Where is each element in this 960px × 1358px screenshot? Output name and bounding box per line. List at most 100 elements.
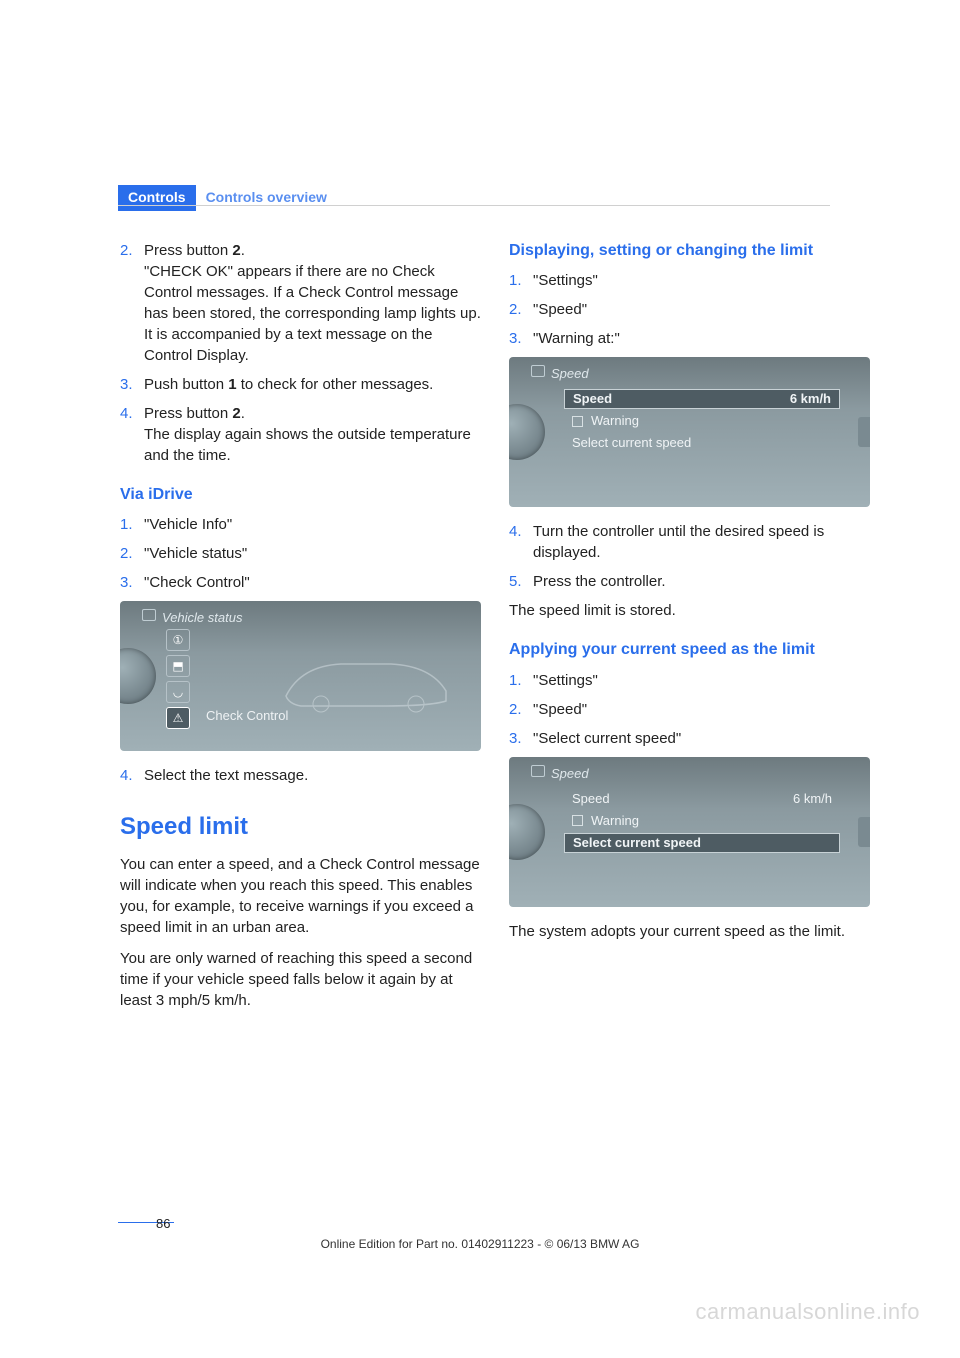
screenshot-speed-2: Speed Speed 6 km/h Warning Select curren… — [509, 757, 870, 907]
list-item: 4.Select the text message. — [120, 765, 481, 786]
step-number: 3. — [120, 572, 144, 593]
subheading-via-idrive: Via iDrive — [120, 484, 481, 506]
screenshot-speed-1: Speed Speed 6 km/h Warning Select curren… — [509, 357, 870, 507]
left-column: 2.Press button 2."CHECK OK" appears if t… — [120, 240, 481, 1021]
check-control-label: Check Control — [206, 707, 288, 725]
row-label: Select current speed — [573, 834, 701, 852]
menu-row-select-current: Select current speed — [564, 833, 840, 853]
menu-row-select-current: Select current speed — [564, 433, 840, 453]
row-value: 6 km/h — [793, 790, 832, 808]
step-text: "Speed" — [533, 699, 870, 720]
step-number: 1. — [509, 270, 533, 291]
list-rc: 1."Settings" 2."Speed" 3."Select current… — [509, 670, 870, 749]
screen-title: Speed — [551, 765, 589, 783]
screen-icon — [531, 765, 545, 777]
watermark: carmanualsonline.info — [695, 1297, 920, 1328]
idrive-knob-icon — [509, 404, 545, 460]
row-label: Warning — [591, 812, 639, 830]
body-text: You are only warned of reaching this spe… — [120, 948, 481, 1011]
step-number: 2. — [509, 299, 533, 320]
right-column: Displaying, setting or changing the limi… — [509, 240, 870, 1021]
screen-title: Vehicle status — [162, 609, 242, 627]
step-text: Push button 1 to check for other message… — [144, 374, 481, 395]
list-item: 1."Vehicle Info" — [120, 514, 481, 535]
checkbox-icon — [572, 815, 583, 826]
step-text: Select the text message. — [144, 765, 481, 786]
step-text: "Vehicle status" — [144, 543, 481, 564]
step-text: Turn the controller until the desired sp… — [533, 521, 870, 563]
step-text: Press button 2."CHECK OK" appears if the… — [144, 240, 481, 366]
page-number: 86 — [156, 1215, 170, 1233]
step-number: 3. — [120, 374, 144, 395]
list-item: 3."Warning at:" — [509, 328, 870, 349]
list-b: 1."Vehicle Info" 2."Vehicle status" 3."C… — [120, 514, 481, 593]
menu-row-warning: Warning — [564, 811, 840, 831]
list-item: 3."Check Control" — [120, 572, 481, 593]
list-item: 2.Press button 2."CHECK OK" appears if t… — [120, 240, 481, 366]
menu-row-speed: Speed 6 km/h — [564, 389, 840, 409]
step-text: "Check Control" — [144, 572, 481, 593]
header-breadcrumb: Controls overview — [196, 185, 337, 211]
body-text: The system adopts your current speed as … — [509, 921, 870, 942]
screenshot-vehicle-status: Vehicle status ① ⬒ ◡ ⚠ Check Control — [120, 601, 481, 751]
step-text: "Settings" — [533, 270, 870, 291]
list-item: 1."Settings" — [509, 270, 870, 291]
row-label: Select current speed — [572, 434, 691, 452]
body-text: The speed limit is stored. — [509, 600, 870, 621]
side-tab-icon — [858, 817, 870, 847]
screen-icon — [531, 365, 545, 377]
footer-text: Online Edition for Part no. 01402911223 … — [0, 1236, 960, 1253]
list-item: 3.Push button 1 to check for other messa… — [120, 374, 481, 395]
warning-icon: ⚠ — [166, 707, 190, 729]
list-item: 1."Settings" — [509, 670, 870, 691]
step-text: "Vehicle Info" — [144, 514, 481, 535]
step-text: Press button 2.The display again shows t… — [144, 403, 481, 466]
list-rb: 4.Turn the controller until the desired … — [509, 521, 870, 592]
subheading-apply-current: Applying your current speed as the limit — [509, 639, 870, 661]
list-ra: 1."Settings" 2."Speed" 3."Warning at:" — [509, 270, 870, 349]
side-tab-icon — [858, 417, 870, 447]
icon-strip: ① ⬒ ◡ ⚠ — [166, 629, 196, 729]
status-icon: ⬒ — [166, 655, 190, 677]
idrive-knob-icon — [509, 804, 545, 860]
list-item: 4.Turn the controller until the desired … — [509, 521, 870, 563]
step-number: 3. — [509, 728, 533, 749]
header-rule — [118, 205, 830, 206]
step-number: 4. — [120, 403, 144, 466]
menu-row-speed: Speed 6 km/h — [564, 789, 840, 809]
menu-row-warning: Warning — [564, 411, 840, 431]
status-icon: ① — [166, 629, 190, 651]
row-label: Speed — [573, 390, 612, 408]
section-speed-limit: Speed limit — [120, 810, 481, 844]
step-number: 4. — [120, 765, 144, 786]
step-number: 5. — [509, 571, 533, 592]
header-bar: Controls Controls overview — [118, 185, 337, 211]
row-value: 6 km/h — [790, 390, 831, 408]
checkbox-icon — [572, 416, 583, 427]
subheading-display-limit: Displaying, setting or changing the limi… — [509, 240, 870, 262]
step-number: 2. — [509, 699, 533, 720]
step-number: 4. — [509, 521, 533, 563]
step-number: 1. — [509, 670, 533, 691]
list-a: 2.Press button 2."CHECK OK" appears if t… — [120, 240, 481, 466]
step-number: 1. — [120, 514, 144, 535]
list-item: 2."Speed" — [509, 299, 870, 320]
row-label: Warning — [591, 412, 639, 430]
step-number: 2. — [120, 240, 144, 366]
idrive-knob-icon — [120, 648, 156, 704]
list-item: 2."Vehicle status" — [120, 543, 481, 564]
step-text: "Select current speed" — [533, 728, 870, 749]
step-text: "Speed" — [533, 299, 870, 320]
list-item: 5.Press the controller. — [509, 571, 870, 592]
car-illustration — [281, 646, 451, 716]
header-tab: Controls — [118, 185, 196, 211]
list-item: 4.Press button 2.The display again shows… — [120, 403, 481, 466]
screen-icon — [142, 609, 156, 621]
screen-title: Speed — [551, 365, 589, 383]
step-text: Press the controller. — [533, 571, 870, 592]
row-label: Speed — [572, 790, 610, 808]
list-item: 2."Speed" — [509, 699, 870, 720]
step-number: 2. — [120, 543, 144, 564]
status-icon: ◡ — [166, 681, 190, 703]
list-item: 3."Select current speed" — [509, 728, 870, 749]
